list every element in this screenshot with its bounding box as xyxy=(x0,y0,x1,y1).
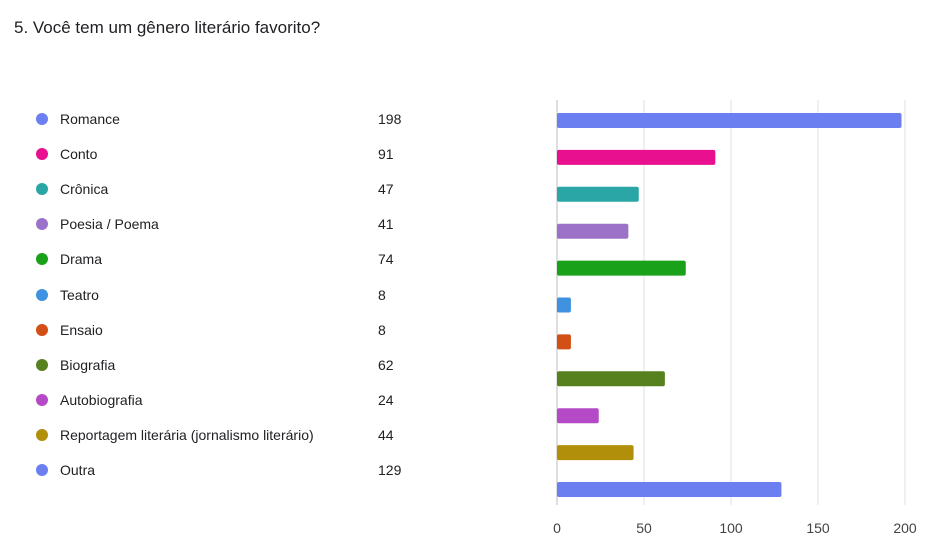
legend-swatch xyxy=(36,218,48,231)
legend-swatch xyxy=(36,148,48,161)
legend-label: Ensaio xyxy=(60,321,103,338)
bar[interactable] xyxy=(557,113,902,128)
bar[interactable] xyxy=(557,445,634,461)
legend-label: Reportagem literária (jornalismo literár… xyxy=(60,426,314,443)
legend-label: Biografia xyxy=(60,356,116,373)
legend-item: Crônica 47 xyxy=(36,178,436,200)
x-tick-label: 150 xyxy=(806,520,830,536)
x-tick-label: 200 xyxy=(893,520,917,536)
legend-swatch xyxy=(36,113,48,125)
x-tick-label: 0 xyxy=(553,520,561,536)
bar[interactable] xyxy=(557,482,782,497)
legend-item: Biografia 62 xyxy=(36,354,436,376)
legend-count: 198 xyxy=(378,111,402,127)
legend-swatch xyxy=(36,358,48,371)
legend-count: 47 xyxy=(378,181,394,198)
legend-item: Outra 129 xyxy=(36,459,436,481)
legend-item: Romance 198 xyxy=(36,108,436,130)
legend-count: 8 xyxy=(378,286,386,303)
legend-label: Romance xyxy=(60,111,120,127)
legend-count: 8 xyxy=(378,321,386,338)
legend-label: Poesia / Poema xyxy=(60,216,159,233)
bar[interactable] xyxy=(557,334,571,350)
x-tick-label: 50 xyxy=(636,520,652,536)
bar[interactable] xyxy=(557,149,716,165)
legend-label: Autobiografia xyxy=(60,391,143,408)
bar[interactable] xyxy=(557,186,639,202)
legend-swatch xyxy=(36,393,48,406)
legend-count: 44 xyxy=(378,426,394,443)
x-tick-label: 100 xyxy=(719,520,743,536)
legend-swatch xyxy=(36,464,48,476)
legend-item: Ensaio 8 xyxy=(36,319,436,341)
legend-item: Autobiografia 24 xyxy=(36,389,436,411)
legend-label: Crônica xyxy=(60,181,109,198)
legend-label: Conto xyxy=(60,146,98,163)
bar[interactable] xyxy=(557,223,629,239)
legend-count: 129 xyxy=(378,462,402,478)
bar[interactable] xyxy=(557,408,599,424)
legend-swatch xyxy=(36,183,48,196)
legend-swatch xyxy=(36,323,48,336)
legend-item: Conto 91 xyxy=(36,143,436,165)
legend-count: 91 xyxy=(378,146,394,163)
bar[interactable] xyxy=(557,260,686,276)
legend-count: 24 xyxy=(378,391,394,408)
legend-item: Reportagem literária (jornalismo literár… xyxy=(36,424,436,446)
legend-label: Teatro xyxy=(60,286,99,303)
legend-label: Drama xyxy=(60,251,103,268)
bar[interactable] xyxy=(557,297,571,313)
legend-label: Outra xyxy=(60,462,96,478)
legend-count: 41 xyxy=(378,216,394,233)
legend-swatch xyxy=(36,428,48,441)
legend-count: 62 xyxy=(378,356,394,373)
legend-swatch xyxy=(36,288,48,301)
legend-count: 74 xyxy=(378,251,394,268)
legend-item: Drama 74 xyxy=(36,248,436,270)
legend-swatch xyxy=(36,253,48,266)
bar[interactable] xyxy=(557,371,665,387)
legend-item: Poesia / Poema 41 xyxy=(36,213,436,235)
legend-item: Teatro 8 xyxy=(36,284,436,306)
question-title: 5. Você tem um gênero literário favorito… xyxy=(14,18,321,37)
